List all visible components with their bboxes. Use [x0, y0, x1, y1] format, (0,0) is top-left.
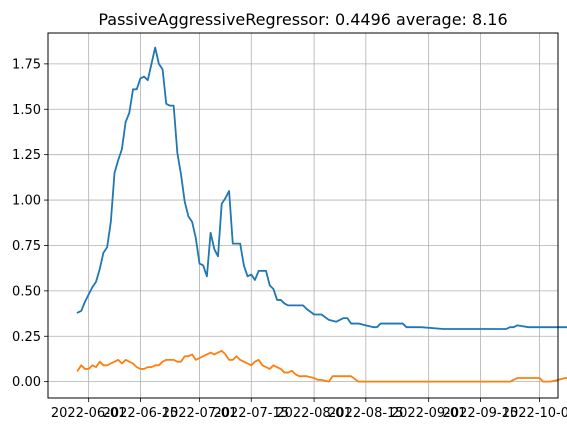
- axis-ticks: 2022-06-012022-06-152022-07-012022-07-15…: [12, 57, 567, 421]
- y-tick-label: 0.25: [12, 330, 41, 345]
- y-tick-label: 0.75: [12, 239, 41, 254]
- series-lines: [76, 46, 567, 383]
- x-tick-label: 2022-08-15: [328, 406, 404, 421]
- chart-title: PassiveAggressiveRegressor: 0.4496 avera…: [98, 10, 507, 29]
- x-tick-label: 2022-10-01: [502, 406, 567, 421]
- x-tick-label: 2022-08-01: [276, 406, 352, 421]
- y-tick-label: 0.00: [12, 375, 41, 390]
- plot-frame: [47, 32, 559, 399]
- x-tick-label: 2022-07-01: [162, 406, 238, 421]
- series-line-2: [76, 349, 567, 383]
- x-tick-label: 2022-07-15: [213, 406, 289, 421]
- x-tick-label: 2022-09-15: [443, 406, 519, 421]
- y-tick-label: 1.25: [12, 148, 41, 163]
- x-tick-label: 2022-06-15: [103, 406, 179, 421]
- y-tick-label: 0.50: [12, 284, 41, 299]
- y-tick-label: 1.50: [12, 103, 41, 118]
- y-tick-label: 1.75: [12, 57, 41, 72]
- x-tick-label: 2022-06-01: [51, 406, 127, 421]
- series-line-1: [76, 46, 567, 330]
- y-tick-label: 1.00: [12, 194, 41, 209]
- x-tick-label: 2022-09-01: [391, 406, 467, 421]
